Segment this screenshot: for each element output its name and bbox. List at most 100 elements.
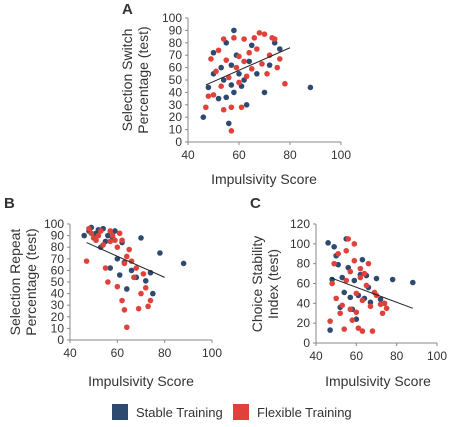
point-stable (138, 235, 144, 241)
point-flexible (236, 79, 242, 86)
point-flexible (226, 74, 232, 81)
y-axis-title-line: Index (test) (265, 249, 281, 319)
point-stable (243, 102, 250, 108)
x-tick-label: 60 (350, 349, 364, 363)
point-stable (180, 260, 187, 267)
point-stable (205, 84, 212, 91)
point-stable (341, 289, 348, 296)
point-flexible (347, 268, 354, 275)
y-tick-label: 0 (175, 135, 182, 149)
point-stable (246, 58, 252, 65)
point-flexible (135, 305, 142, 312)
point-flexible (121, 307, 128, 313)
point-flexible (86, 225, 92, 232)
point-flexible (128, 258, 135, 264)
point-stable (236, 71, 242, 77)
point-flexible (353, 309, 360, 316)
point-stable (81, 232, 87, 239)
point-stable (351, 277, 358, 284)
point-stable (107, 265, 114, 271)
trendline-b (86, 242, 165, 278)
y-tick-label: 30 (51, 298, 65, 312)
x-tick-label: 40 (181, 148, 195, 162)
point-flexible (271, 36, 278, 42)
point-stable (220, 77, 227, 83)
y-tick-label: 90 (51, 229, 65, 243)
point-flexible (241, 36, 247, 42)
point-stable (389, 276, 396, 283)
point-flexible (131, 274, 137, 281)
panel-letter-b: B (4, 195, 15, 212)
point-flexible (282, 80, 288, 87)
point-flexible (220, 106, 227, 113)
point-flexible (205, 93, 212, 99)
point-flexible (215, 47, 222, 54)
point-flexible (327, 318, 333, 324)
point-flexible (124, 253, 130, 260)
point-flexible (329, 280, 335, 287)
y-axis-title-line: Selection Switch (119, 29, 135, 132)
point-flexible (343, 247, 350, 254)
point-stable (128, 267, 135, 274)
y-tick-label: 30 (169, 98, 183, 112)
y-tick-label: 100 (162, 11, 182, 25)
point-stable (231, 89, 237, 96)
point-stable (228, 82, 235, 88)
point-stable (210, 49, 217, 56)
point-flexible (140, 271, 147, 277)
point-flexible (105, 279, 111, 285)
point-flexible (107, 228, 114, 234)
point-stable (248, 42, 255, 49)
point-stable (124, 286, 130, 292)
y-axis-title-line: Choice Stability (249, 236, 265, 333)
point-flexible (381, 300, 388, 307)
y-tick-label: 20 (169, 110, 183, 124)
y-tick-label: 20 (297, 316, 311, 330)
y-axis-title-c: Choice StabilityIndex (test) (249, 236, 281, 333)
point-stable (347, 294, 354, 301)
x-tick-label: 80 (283, 148, 297, 162)
point-stable (142, 278, 149, 284)
point-stable (261, 89, 268, 96)
point-flexible (254, 46, 260, 52)
point-stable (218, 64, 224, 71)
point-stable (377, 296, 384, 303)
point-flexible (114, 283, 121, 290)
point-flexible (251, 35, 258, 41)
x-axis-title-a: Impulsivity Score (211, 171, 317, 187)
point-stable (339, 274, 346, 281)
point-flexible (109, 232, 116, 239)
point-flexible (343, 277, 350, 284)
point-flexible (138, 290, 144, 297)
point-flexible (355, 325, 362, 331)
point-flexible (353, 290, 360, 297)
y-tick-label: 0 (57, 333, 64, 347)
point-flexible (102, 265, 109, 271)
point-stable (223, 94, 230, 101)
point-flexible (220, 36, 227, 42)
y-tick-label: 0 (303, 336, 310, 350)
point-flexible (119, 237, 125, 244)
x-tick-label: 80 (390, 349, 404, 363)
y-tick-label: 50 (51, 275, 65, 289)
y-tick-label: 20 (51, 310, 65, 324)
point-stable (359, 256, 366, 263)
point-flexible (383, 305, 390, 312)
point-stable (112, 228, 118, 234)
point-flexible (363, 282, 370, 289)
legend-label-flexible: Flexible Training (257, 405, 352, 420)
point-flexible (116, 230, 123, 237)
y-tick-label: 60 (297, 277, 311, 291)
point-flexible (218, 83, 224, 89)
point-stable (331, 244, 337, 250)
point-flexible (365, 260, 372, 267)
point-flexible (147, 297, 154, 304)
point-stable (373, 275, 380, 282)
point-stable (266, 62, 273, 68)
point-flexible (357, 265, 364, 272)
y-tick-label: 120 (290, 217, 310, 231)
point-stable (325, 240, 331, 246)
x-tick-label: 80 (158, 346, 172, 360)
point-flexible (208, 56, 214, 62)
